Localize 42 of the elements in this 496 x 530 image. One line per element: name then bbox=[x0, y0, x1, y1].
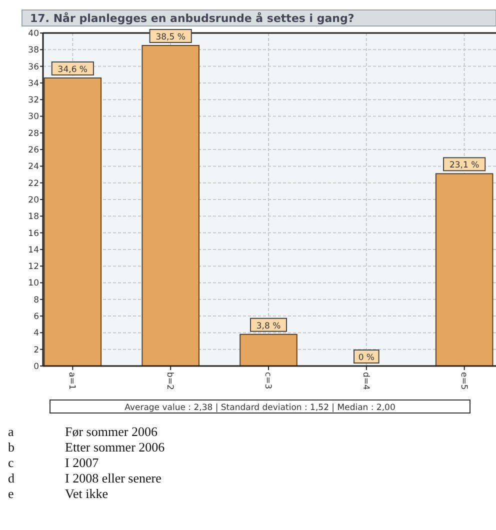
y-tick-label: 28 bbox=[28, 128, 39, 139]
x-tick-label: e=5 bbox=[458, 372, 468, 390]
y-tick-label: 38 bbox=[28, 46, 39, 56]
y-tick-label: 4 bbox=[34, 328, 39, 339]
y-tick-label: 20 bbox=[28, 195, 39, 206]
data-label: 0 % bbox=[358, 352, 375, 363]
text: Average value : 2,38 | Standard deviation : 1,52 | Median : 2,00 bbox=[124, 402, 396, 413]
y-tick-label: 30 bbox=[28, 112, 39, 122]
y-tick-label: 32 bbox=[28, 96, 39, 106]
y-tick-label: 22 bbox=[28, 178, 39, 189]
y-tick-label: 24 bbox=[28, 162, 39, 172]
y-tick-label: 18 bbox=[28, 212, 39, 222]
text: d I 2008 eller senere bbox=[8, 470, 162, 486]
data-label: 34,6 % bbox=[58, 64, 88, 75]
y-tick-label: 26 bbox=[28, 146, 39, 156]
x-tick-label: c=3 bbox=[262, 372, 273, 390]
data-label: 38,5 % bbox=[156, 32, 186, 42]
y-tick-label: 40 bbox=[28, 28, 39, 39]
text: c I 2007 bbox=[8, 455, 99, 470]
data-label: 23,1 % bbox=[449, 160, 480, 171]
bar bbox=[142, 44, 200, 366]
y-tick-label: 0 bbox=[34, 362, 39, 372]
y-tick-label: 6 bbox=[34, 312, 39, 322]
text: a Før sommer 2006 bbox=[8, 424, 158, 439]
y-tick-label: 2 bbox=[34, 345, 39, 356]
bar bbox=[435, 173, 494, 366]
bar bbox=[240, 334, 298, 366]
y-tick-label: 10 bbox=[28, 278, 39, 289]
y-tick-label: 14 bbox=[28, 245, 39, 256]
x-tick-label: a=1 bbox=[66, 372, 77, 390]
x-tick-label: b=2 bbox=[164, 372, 175, 390]
text: e Vet ikke bbox=[8, 486, 108, 501]
chart-title: 17. Når planlegges en anbudsrunde å settes i gang? bbox=[30, 12, 354, 25]
text: b Etter sommer 2006 bbox=[8, 440, 165, 454]
bar bbox=[44, 77, 102, 366]
y-tick-label: 8 bbox=[34, 295, 39, 306]
data-label: 3,8 % bbox=[256, 321, 281, 332]
x-tick-label: d=4 bbox=[360, 372, 370, 390]
y-tick-label: 16 bbox=[28, 228, 39, 239]
y-tick-label: 36 bbox=[28, 62, 39, 72]
y-tick-label: 12 bbox=[28, 262, 39, 272]
y-tick-label: 34 bbox=[28, 78, 39, 89]
